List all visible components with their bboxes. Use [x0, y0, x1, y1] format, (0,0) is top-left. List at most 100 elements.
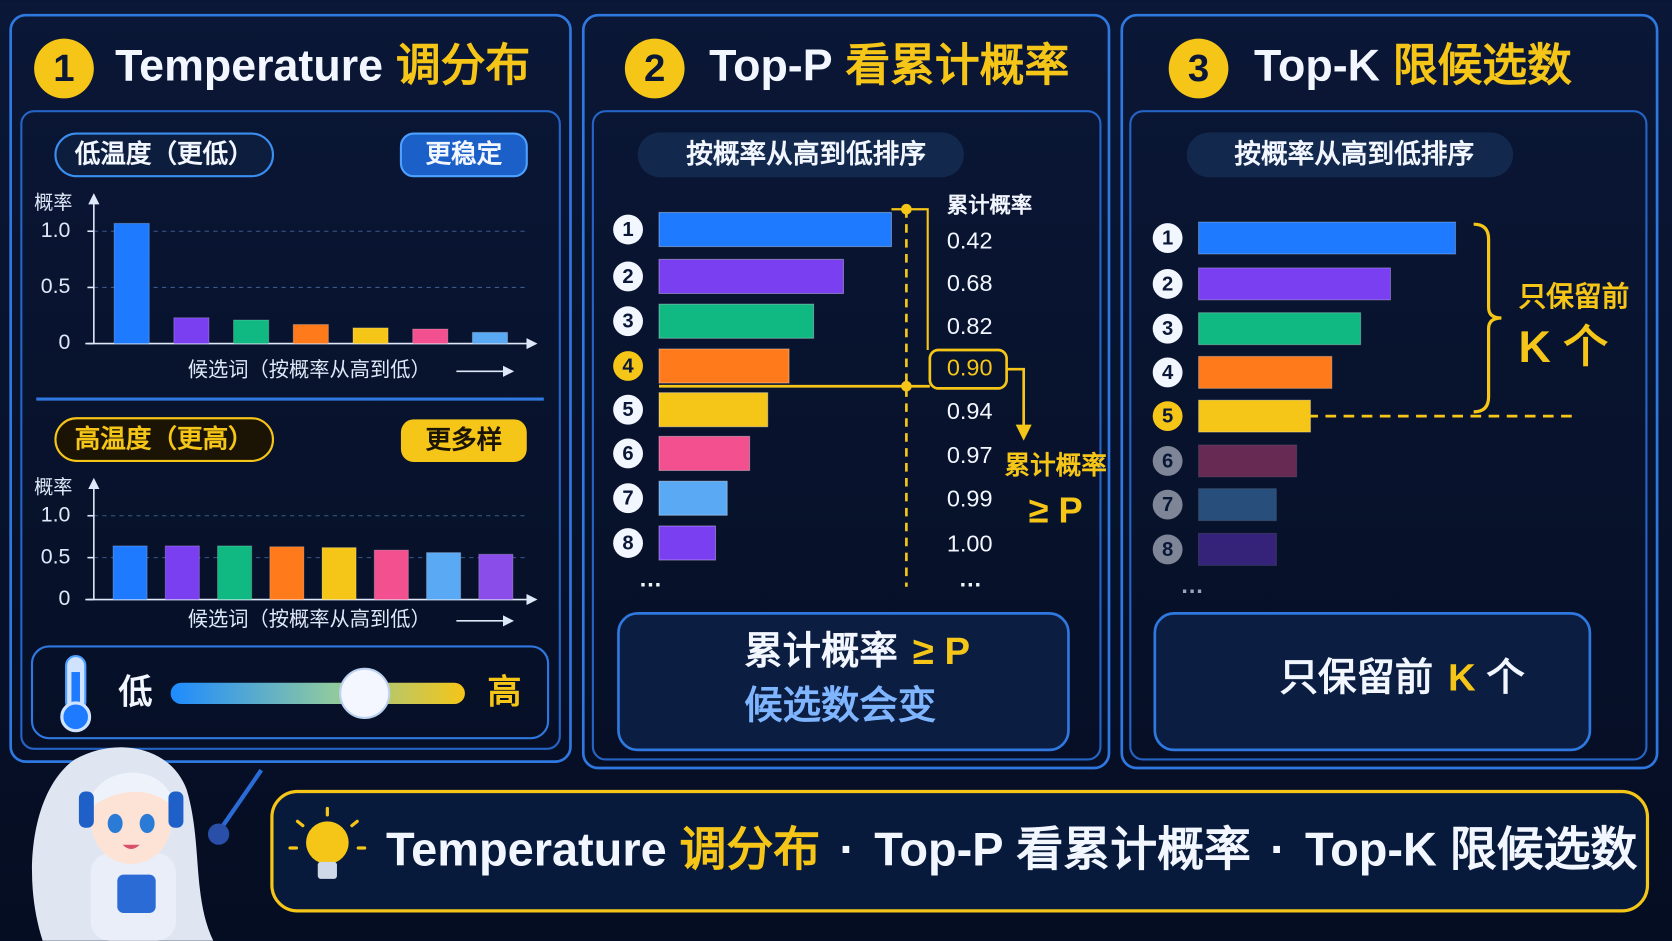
footer-text-part: 限候选数	[1450, 824, 1638, 876]
footer-text-part: Temperature	[386, 824, 667, 876]
cumulative-value: 0.68	[947, 270, 993, 296]
rank: 1	[622, 219, 633, 241]
y-tick-label: 0.5	[41, 544, 71, 568]
candidate-bar	[1198, 267, 1392, 301]
bar	[471, 331, 509, 345]
low-label: 低温度（更低）	[74, 139, 254, 169]
header-pill	[1186, 132, 1514, 178]
rank-badge	[1152, 445, 1183, 476]
slider-knob[interactable]	[339, 667, 391, 719]
step-badge	[34, 38, 94, 99]
panel-title-part: Top-K	[1254, 40, 1380, 90]
rank: 7	[622, 488, 633, 510]
candidate-bar	[1198, 221, 1457, 255]
candidate-bar	[1198, 532, 1277, 566]
rank: 5	[1162, 406, 1173, 428]
cumulative-value: 0.82	[947, 313, 993, 339]
panel-title: Top-K 限候选数	[1254, 40, 1572, 90]
step-number: 2	[644, 47, 665, 90]
header: 按概率从高到低排序	[1234, 139, 1474, 169]
cumulative-value: 0.90	[947, 354, 993, 380]
rank: 5	[622, 399, 633, 421]
rank: 8	[1162, 539, 1173, 561]
bar	[216, 545, 253, 601]
y-tick-label: 1.0	[41, 218, 71, 242]
footer-text: Temperature 调分布 · Top-P 看累计概率 · Top-K 限候选数	[386, 824, 1637, 876]
rank-badge	[1152, 223, 1183, 253]
cutoff-arrow	[1006, 367, 1032, 441]
cumulative-value: 0.97	[947, 442, 993, 468]
connector-dot	[901, 203, 912, 215]
header-pill	[637, 132, 964, 178]
mascot	[31, 747, 264, 941]
bar	[112, 545, 148, 601]
more: …	[1180, 572, 1203, 598]
bar	[173, 317, 210, 345]
rule-line1: 只保留前	[1518, 281, 1629, 312]
brace	[1473, 222, 1502, 414]
high-badge	[400, 419, 527, 462]
bar	[269, 546, 305, 601]
rank-badge	[613, 394, 643, 425]
summary-part: 只保留前	[1280, 657, 1434, 700]
rank: 6	[1162, 450, 1173, 472]
rank-badge	[1152, 534, 1183, 565]
rank-badge	[613, 483, 643, 514]
rank-badge	[1152, 313, 1183, 344]
high-badge-text: 更多样	[425, 424, 502, 454]
candidate-bar	[1198, 488, 1277, 522]
bar	[478, 553, 514, 601]
candidate-bar	[658, 525, 717, 561]
panel-title-part: 限候选数	[1393, 40, 1572, 90]
high-pill	[54, 417, 275, 462]
bar	[232, 319, 270, 345]
rank: 4	[1162, 362, 1174, 384]
summary-part: K	[1448, 657, 1476, 700]
candidate-bar	[1198, 444, 1298, 478]
summary-line1-part: ≥ P	[913, 630, 970, 673]
connector-dot	[901, 380, 912, 392]
slider-max-label: 高	[487, 673, 521, 711]
rule-line1: 累计概率	[1005, 450, 1107, 480]
low-badge-text: 更稳定	[425, 139, 502, 169]
slider-box	[30, 645, 550, 740]
rank-badge	[613, 351, 643, 381]
panel-inner	[591, 110, 1102, 761]
rank-badge	[613, 438, 643, 469]
step-number: 3	[1188, 47, 1209, 90]
rank-badge	[613, 306, 643, 337]
bar	[164, 545, 200, 601]
x-axis-label: 候选词（按概率从高到低）	[188, 359, 431, 382]
rank-badge	[1152, 401, 1183, 432]
bar	[321, 547, 357, 601]
summary-line2: 候选数会变	[744, 684, 936, 727]
footer-text-part: 调分布	[679, 824, 820, 876]
footer-text-part: ·	[839, 824, 855, 876]
rank-badge	[1152, 268, 1183, 299]
bar	[412, 328, 449, 345]
panel-title-part: Temperature	[115, 40, 383, 90]
rank: 3	[622, 311, 633, 333]
rank: 2	[1162, 273, 1173, 295]
footer-text-part: 看累计概率	[1016, 824, 1251, 876]
rule-line2: K 个	[1518, 322, 1608, 372]
step-badge	[1168, 38, 1229, 99]
footer-text-part: Top-P	[874, 824, 1003, 876]
rank: 2	[622, 266, 633, 288]
panel-title-part: Top-P	[709, 40, 832, 90]
rank: 6	[622, 443, 633, 465]
rank: 1	[1162, 227, 1173, 249]
header: 按概率从高到低排序	[686, 139, 926, 169]
bar	[425, 552, 462, 601]
cumulative-label: 累计概率	[947, 193, 1032, 218]
step-badge	[624, 38, 685, 99]
bar	[373, 549, 409, 601]
slider-track[interactable]	[170, 682, 465, 705]
panel-inner	[20, 110, 561, 750]
rank: 8	[622, 532, 633, 554]
candidate-bar	[658, 480, 728, 516]
summary: 只保留前 K 个	[1280, 657, 1526, 700]
footer-text-part: Top-K	[1305, 824, 1437, 876]
high-label: 高温度（更高）	[75, 423, 254, 453]
